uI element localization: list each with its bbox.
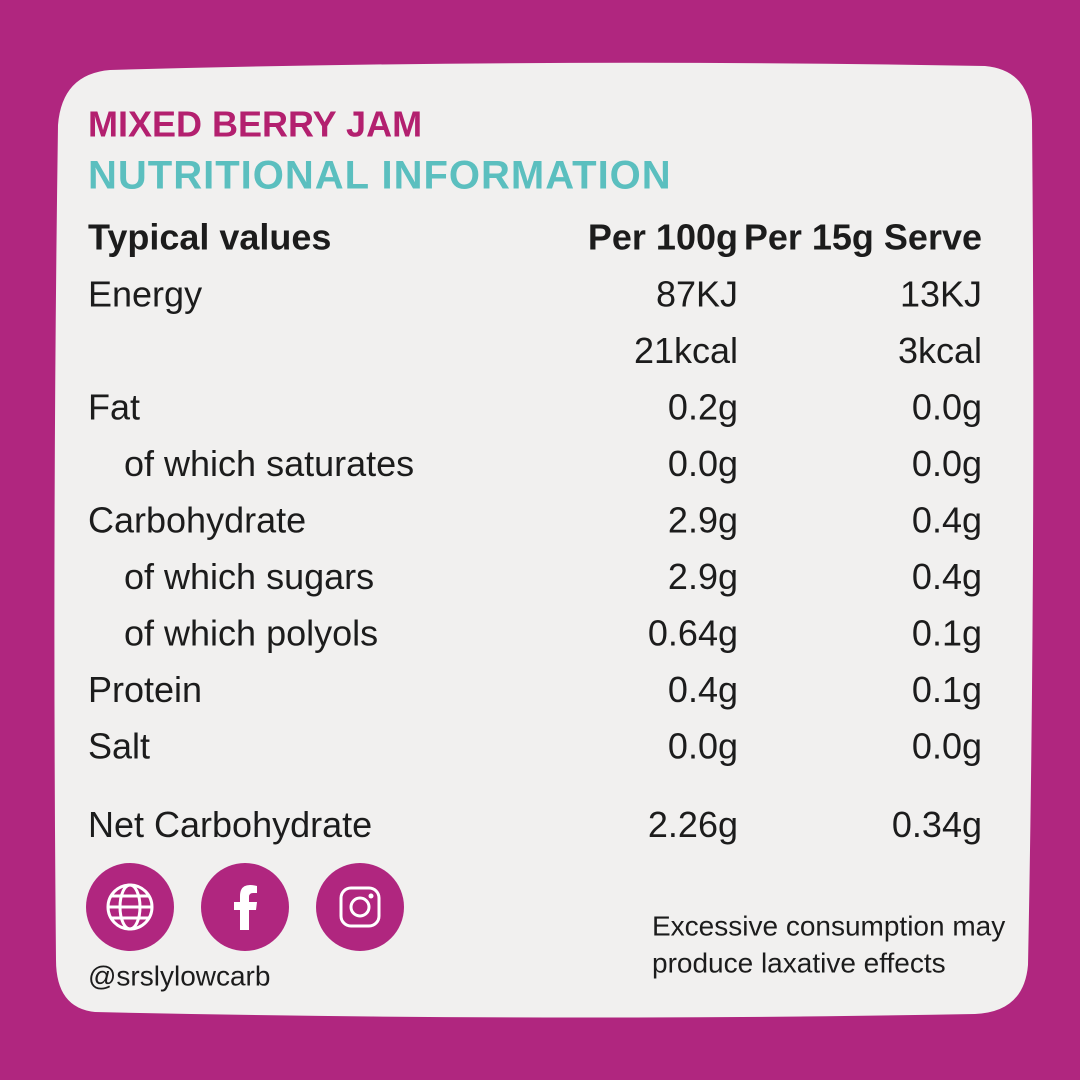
sub-row-label: of which polyols — [124, 613, 378, 654]
value-per-serve: 0.1g — [912, 613, 982, 654]
value-per-serve: 13KJ — [900, 274, 982, 315]
value-per-100g: 2.26g — [648, 804, 738, 845]
camera-dot — [368, 893, 374, 899]
note-line: Excessive consumption may — [652, 910, 1005, 941]
value-per-100g: 0.0g — [668, 726, 738, 767]
facebook-f — [234, 885, 257, 930]
value-per-serve: 0.1g — [912, 669, 982, 710]
title: MIXED BERRY JAM — [88, 104, 422, 145]
value-per-100g: 87KJ — [656, 274, 738, 315]
camera — [339, 886, 381, 928]
value-per-100g: 0.4g — [668, 669, 738, 710]
column-header: Per 15g Serve — [744, 217, 982, 258]
subtitle: NUTRITIONAL INFORMATION — [88, 154, 672, 198]
handle: @srslylowcarb — [88, 960, 270, 991]
value-per-serve: 0.0g — [912, 387, 982, 428]
value-per-serve: 3kcal — [898, 330, 982, 371]
value-per-serve: 0.0g — [912, 726, 982, 767]
icon-circle — [316, 863, 404, 951]
value-per-100g: 0.64g — [648, 613, 738, 654]
web-icon[interactable] — [86, 863, 174, 951]
column-header: Per 100g — [588, 217, 738, 258]
globe — [106, 883, 154, 931]
value-per-serve: 0.4g — [912, 500, 982, 541]
value-per-serve: 0.4g — [912, 556, 982, 597]
value-per-100g: 21kcal — [634, 330, 738, 371]
row-label: Fat — [88, 387, 140, 428]
sub-row-label: of which sugars — [124, 556, 374, 597]
note-line: produce laxative effects — [652, 947, 946, 978]
value-per-100g: 0.0g — [668, 443, 738, 484]
value-per-100g: 2.9g — [668, 500, 738, 541]
column-header: Typical values — [88, 217, 331, 258]
panel — [54, 62, 1034, 1018]
value-per-100g: 0.2g — [668, 387, 738, 428]
row-label: Protein — [88, 669, 202, 710]
row-label: Net Carbohydrate — [88, 804, 372, 845]
value-per-serve: 0.34g — [892, 804, 982, 845]
value-per-serve: 0.0g — [912, 443, 982, 484]
row-label: Energy — [88, 274, 202, 315]
row-label: Salt — [88, 726, 150, 767]
value-per-100g: 2.9g — [668, 556, 738, 597]
instagram-icon[interactable] — [316, 863, 404, 951]
row-label: Carbohydrate — [88, 500, 306, 541]
sub-row-label: of which saturates — [124, 443, 414, 484]
facebook-icon[interactable] — [201, 863, 289, 951]
